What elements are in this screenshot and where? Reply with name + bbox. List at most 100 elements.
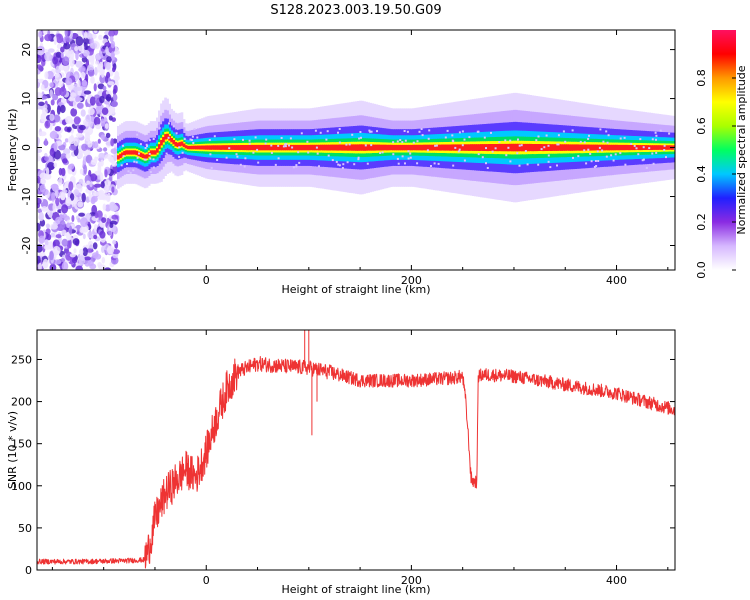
spectrogram-speckle — [409, 156, 412, 159]
spectrogram-noise-cell — [97, 262, 102, 268]
spectrogram-speckle — [167, 136, 170, 139]
spectrogram-cell — [451, 144, 455, 151]
spectrogram-speckle — [407, 150, 410, 153]
spectrogram-axes: 0 200 400 -20 -10 0 10 20 — [20, 30, 675, 287]
spectrogram-speckle — [392, 153, 395, 156]
spectrogram-cell — [182, 143, 186, 148]
spectrogram-noise-cell — [50, 223, 58, 230]
spectrogram-cell — [129, 150, 132, 155]
spectrogram-speckle — [399, 139, 402, 141]
spectrogram-noise-cell — [69, 49, 75, 60]
spectrogram-speckle — [379, 152, 382, 154]
spectrogram-speckle — [476, 130, 479, 133]
spectrogram-noise-cell — [79, 226, 86, 234]
spectrogram-cell — [496, 144, 500, 152]
spectrogram-speckle — [454, 146, 457, 149]
spectrogram-noise-cell — [54, 190, 59, 197]
spectrogram-cell — [560, 144, 563, 151]
spectrogram-speckle — [353, 163, 356, 166]
spectrogram-speckle — [178, 146, 181, 149]
spectrogram-cell — [125, 150, 128, 155]
spectrogram-speckle — [589, 152, 592, 155]
colorbar-gradient — [712, 30, 736, 270]
spectrogram-cell — [486, 144, 489, 152]
colorbar-label: Normalized spectral amplitude — [735, 65, 748, 234]
spectrogram-cell — [350, 144, 354, 151]
spectrogram-noise-cell — [93, 116, 101, 126]
spectrogram-cell — [260, 144, 264, 151]
snr-background — [37, 330, 675, 570]
spectrogram-noise-cell — [37, 255, 41, 264]
spectrogram-cell — [135, 150, 139, 156]
spectrogram-cell — [582, 144, 586, 151]
spectrogram-noise-cell — [52, 239, 60, 248]
spectrogram-noise-cell — [94, 212, 99, 219]
spectrogram-speckle — [404, 162, 406, 165]
spectrogram-cell — [660, 145, 664, 150]
spectrogram-noise-cell — [85, 74, 89, 82]
spectrogram-cell — [570, 144, 574, 151]
spectrogram-cell — [236, 145, 239, 150]
spectrogram-noise-cell — [68, 135, 76, 145]
spectrogram-noise-cell — [107, 107, 113, 115]
snr-series-line — [37, 356, 675, 569]
spectrogram-noise-cell — [94, 60, 100, 65]
spectrogram-speckle — [572, 156, 574, 159]
spectrogram-speckle — [396, 157, 399, 160]
spectrogram-cell — [381, 144, 385, 151]
spectrogram-speckle — [430, 165, 432, 167]
spectrogram-cell — [287, 144, 290, 151]
spectrogram-noise-cell — [89, 181, 93, 187]
spectrogram-noise-cell — [104, 169, 108, 178]
spectrogram-cell — [510, 143, 514, 152]
spectrogram-cell — [143, 154, 147, 159]
spectrogram-speckle — [369, 130, 372, 133]
spectrogram-noise-cell — [111, 214, 119, 220]
spectrogram-noise-cell — [112, 239, 117, 245]
spectrogram-speckle — [228, 147, 231, 150]
spectrogram-cell — [268, 144, 272, 151]
spectrogram-noise-cell — [100, 118, 105, 127]
spectrogram-noise-cell — [67, 163, 75, 170]
spectrogram-cell — [666, 145, 670, 150]
spectrogram-cell — [613, 144, 617, 151]
spectrogram-speckle — [556, 164, 558, 167]
spectrogram-noise-cell — [38, 131, 47, 137]
spectrogram-cell — [199, 145, 202, 150]
spectrogram-cell — [418, 144, 422, 151]
spectrogram-noise-cell — [94, 170, 102, 176]
spectrogram-noise-cell — [86, 248, 94, 253]
spectrogram-noise-cell — [55, 197, 60, 207]
spectrogram-speckle — [599, 128, 602, 131]
spectrogram-cell — [408, 144, 411, 151]
spectrogram-speckle — [178, 155, 181, 158]
spectrogram-noise-cell — [50, 232, 55, 238]
spectrogram-noise-cell — [82, 247, 88, 257]
spectrogram-speckle — [651, 152, 654, 155]
spectrogram-cell — [283, 144, 286, 151]
spectrogram-noise-cell — [109, 35, 114, 43]
spectrogram-cell — [328, 144, 331, 151]
spectrogram-cell — [402, 144, 405, 151]
spectrogram-cell — [375, 144, 379, 151]
spectrogram-cell — [285, 144, 288, 151]
spectrogram-speckle — [583, 141, 586, 144]
spectrogram-cell — [299, 144, 303, 151]
spectrogram-speckle — [605, 155, 608, 158]
spectrogram-noise-cell — [93, 234, 98, 240]
spectrogram-noise-cell — [49, 130, 58, 140]
spectrogram-speckle — [338, 141, 341, 144]
spectrogram-cell — [605, 144, 608, 151]
spectrogram-cell — [426, 144, 430, 151]
spectrogram-speckle — [526, 163, 529, 166]
spectrogram-speckle — [306, 140, 309, 143]
spectrogram-cell — [338, 144, 342, 151]
spectrogram-noise-cell — [70, 108, 78, 117]
spectrogram-noise-cell — [88, 191, 92, 201]
spectrogram-cell — [264, 144, 268, 151]
spectrogram-speckle — [406, 130, 409, 133]
spectrogram-cell — [170, 138, 173, 143]
spectrogram-noise-cell — [57, 177, 63, 186]
spectrogram-noise-cell — [87, 64, 94, 72]
